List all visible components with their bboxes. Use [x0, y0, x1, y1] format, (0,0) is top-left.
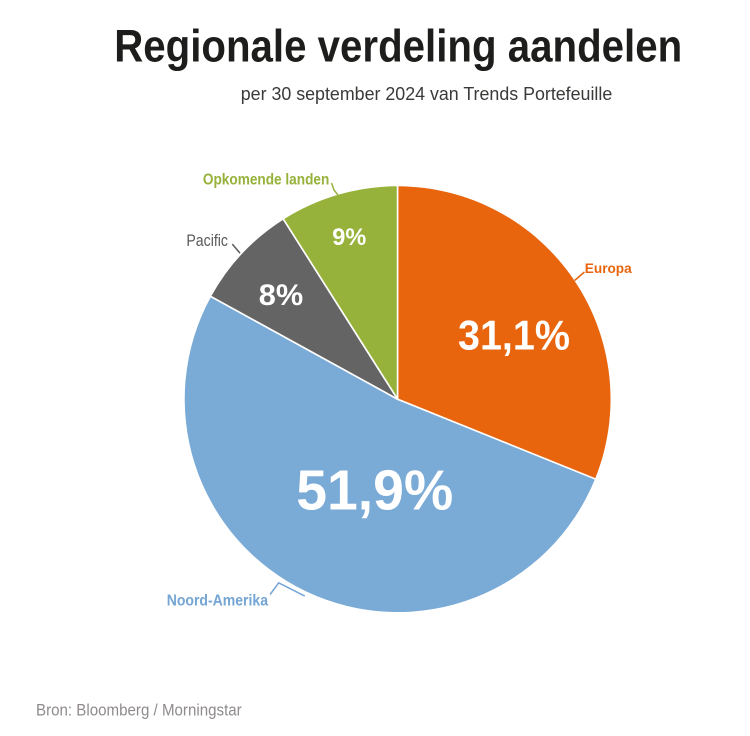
- svg-text:31,1%: 31,1%: [458, 312, 570, 359]
- svg-text:per 30 september 2024 van Tren: per 30 september 2024 van Trends Portefe…: [241, 84, 613, 104]
- svg-text:Opkomende landen: Opkomende landen: [203, 172, 329, 189]
- svg-text:Pacific: Pacific: [186, 232, 228, 250]
- svg-text:51,9%: 51,9%: [296, 458, 453, 522]
- svg-text:9%: 9%: [332, 224, 366, 251]
- svg-text:Europa: Europa: [585, 260, 632, 276]
- svg-text:Bron: Bloomberg / Morningstar: Bron: Bloomberg / Morningstar: [36, 701, 242, 720]
- svg-text:Regionale verdeling aandelen: Regionale verdeling aandelen: [114, 20, 682, 71]
- svg-text:Noord-Amerika: Noord-Amerika: [167, 593, 268, 610]
- svg-text:8%: 8%: [259, 279, 303, 312]
